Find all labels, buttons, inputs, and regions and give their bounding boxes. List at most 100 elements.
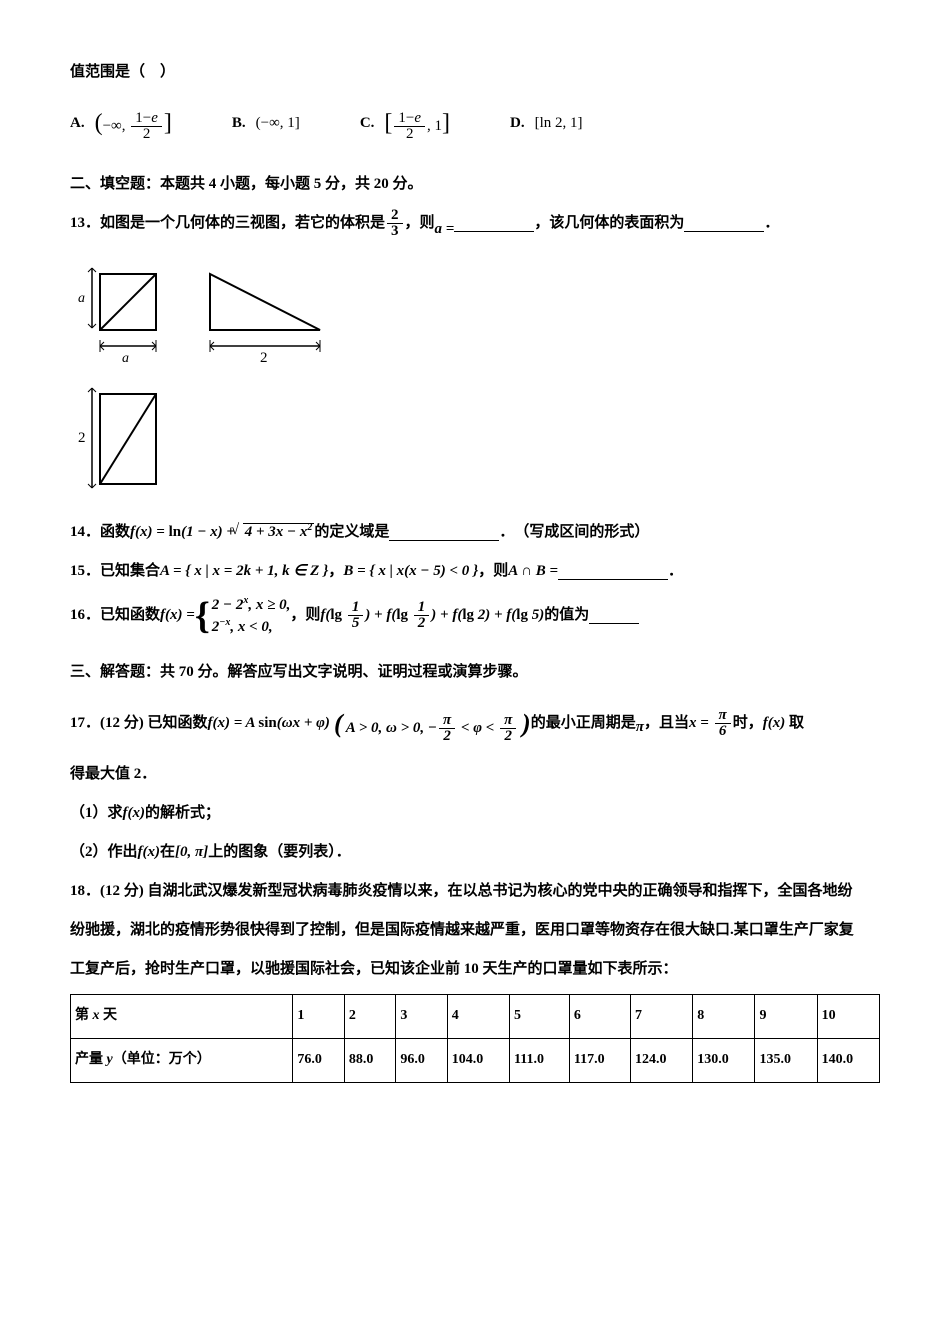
q14-text: 14．函数 f(x) = ln(1 − x) + √ 4 + 3x − x2 的… (70, 516, 880, 549)
q13-frac-num: 2 (387, 208, 403, 224)
q12-lead: 值范围是（ ） (70, 56, 880, 89)
q17-p2-mid: 在 (160, 836, 175, 869)
q16-pre: 16．已知函数 (70, 599, 160, 632)
q13-period: ． (764, 207, 779, 240)
table-cell: 3 (396, 994, 447, 1038)
q16-lhs: f(x) = (160, 599, 195, 632)
choice-label-C: C. (360, 107, 375, 140)
q15-expr: A ∩ B = (508, 555, 558, 588)
q15-A: A = { x | x = 2k + 1, k ∈ Z } (160, 555, 328, 588)
table-row: 第 x 天 1 2 3 4 5 6 7 8 9 10 (71, 994, 880, 1038)
q13-frac: 2 3 (387, 208, 403, 239)
table-cell: 88.0 (344, 1038, 395, 1082)
q17-p2: （2）作出 f(x) 在 [0, π] 上的图象（要列表）． (70, 836, 880, 869)
q13-blank2 (684, 215, 764, 232)
q13-views-row2: 2 (70, 378, 880, 498)
svg-text:2: 2 (78, 430, 86, 446)
q16-tail: 的值为 (544, 599, 589, 632)
table-cell: 104.0 (447, 1038, 509, 1082)
table-cell: 130.0 (693, 1038, 755, 1082)
q13-blank1 (454, 215, 534, 232)
q15-mid: ，则 (478, 555, 508, 588)
table-cell: 4 (447, 994, 509, 1038)
q17-xval: x = π6 (689, 707, 733, 740)
q13-pre: 13．如图是一个几何体的三视图，若它的体积是 (70, 207, 385, 240)
q17-p2-f: f(x) (138, 836, 161, 869)
table-header-y: 产量 y（单位：万个） (71, 1038, 293, 1082)
q17-p2-tail: 上的图象（要列表）． (208, 836, 351, 869)
table-cell: 6 (569, 994, 630, 1038)
q17-line1: 17．(12 分) 已知函数 f(x) = A sin(ωx + φ) ( A … (70, 695, 880, 752)
q15-B: B = { x | x(x − 5) < 0 } (343, 555, 478, 588)
q12-C-expr: [1−e2, 1] (384, 97, 450, 150)
q18-line3: 工复产后，抢时生产口罩，以驰援国际社会，已知该企业前 10 天生产的口罩量如下表… (70, 953, 880, 986)
q13-mid2: ，该几何体的表面积为 (534, 207, 684, 240)
q14-tail: ． （写成区间的形式） (499, 516, 649, 549)
q14-blank (389, 524, 499, 541)
q13-top-view: 2 (70, 378, 180, 498)
q17-p2-pre: （2）作出 (70, 836, 138, 869)
q13-mid: ，则 (405, 207, 435, 240)
table-cell: 1 (293, 994, 344, 1038)
q13-var: a = (435, 213, 455, 246)
q17-pre: 17．(12 分) 已知函数 (70, 707, 208, 740)
q16-row1: 2 − 2x, x ≥ 0, (212, 594, 291, 616)
q14-pre: 14．函数 (70, 516, 130, 549)
table-cell: 96.0 (396, 1038, 447, 1082)
svg-text:a: a (122, 351, 129, 366)
table-cell: 5 (510, 994, 570, 1038)
q13-text: 13．如图是一个几何体的三视图，若它的体积是 2 3 ，则 a = ，该几何体的… (70, 207, 880, 240)
table-cell: 140.0 (817, 1038, 879, 1082)
q14-mid: 的定义域是 (314, 516, 389, 549)
q13-views-row1: a a 2 (70, 258, 880, 368)
table-cell: 135.0 (755, 1038, 817, 1082)
q16-blank (589, 608, 639, 625)
q13-frac-den: 3 (387, 224, 403, 239)
q17-T: π (636, 711, 644, 744)
table-cell: 10 (817, 994, 879, 1038)
svg-text:a: a (78, 291, 85, 306)
q17-func: f(x) = A sin(ωx + φ) (208, 707, 330, 740)
q12-A-expr: (−∞, 1−e2] (95, 97, 172, 150)
table-cell: 2 (344, 994, 395, 1038)
q17-mid1: 的最小正周期是 (531, 707, 636, 740)
choice-label-B: B. (232, 107, 246, 140)
q16-piecewise: { 2 − 2x, x ≥ 0, 2−x, x < 0, (195, 594, 291, 638)
q17-p1: （1）求 f(x) 的解析式； (70, 797, 880, 830)
table-cell: 7 (630, 994, 692, 1038)
svg-text:2: 2 (260, 350, 268, 366)
q17-line2: 得最大值 2． (70, 758, 880, 791)
lbrace-icon: { (195, 601, 210, 631)
table-cell: 111.0 (510, 1038, 570, 1082)
q13-side-view: 2 (200, 258, 350, 368)
choice-label-D: D. (510, 107, 525, 140)
q15-sep: ， (328, 555, 343, 588)
table-cell: 76.0 (293, 1038, 344, 1082)
q15-period: ． (668, 555, 683, 588)
table-cell: 117.0 (569, 1038, 630, 1082)
q18-line2: 纷驰援，湖北的疫情形势很快得到了控制，但是国际疫情越来越严重，医用口罩等物资存在… (70, 914, 880, 947)
table-cell: 8 (693, 994, 755, 1038)
q18-table: 第 x 天 1 2 3 4 5 6 7 8 9 10 产量 y（单位：万个） 7… (70, 994, 880, 1083)
q12-D-expr: [ln 2, 1] (535, 107, 583, 140)
q12-choice-A: A. (−∞, 1−e2] (70, 97, 172, 150)
q12-B-expr: (−∞, 1] (256, 107, 300, 140)
q12-choice-C: C. [1−e2, 1] (360, 97, 450, 150)
table-cell: 9 (755, 994, 817, 1038)
section3-heading: 三、解答题：共 70 分。解答应写出文字说明、证明过程或演算步骤。 (70, 656, 880, 689)
table-cell: 124.0 (630, 1038, 692, 1082)
q15-text: 15．已知集合 A = { x | x = 2k + 1, k ∈ Z } ， … (70, 555, 880, 588)
q17-p2-int: [0, π] (175, 836, 208, 869)
section2-heading: 二、填空题：本题共 4 小题，每小题 5 分，共 20 分。 (70, 168, 880, 201)
q17-p1-pre: （1）求 (70, 797, 123, 830)
q16-mid: ，则 (290, 599, 320, 632)
choice-label-A: A. (70, 107, 85, 140)
q17-mid3: 时， (733, 707, 763, 740)
q17-cond: ( A > 0, ω > 0, −π2 < φ < π2 ) (334, 695, 531, 752)
q13-front-view: a a (70, 258, 180, 368)
q13-views: a a 2 2 (70, 258, 880, 498)
q12-choice-D: D. [ln 2, 1] (510, 107, 583, 140)
q17-mid2: ，且当 (644, 707, 689, 740)
q14-func: f(x) = ln(1 − x) + √ 4 + 3x − x2 (130, 516, 314, 549)
q12-choices: A. (−∞, 1−e2] B. (−∞, 1] C. [1−e2, 1] D.… (70, 97, 880, 150)
